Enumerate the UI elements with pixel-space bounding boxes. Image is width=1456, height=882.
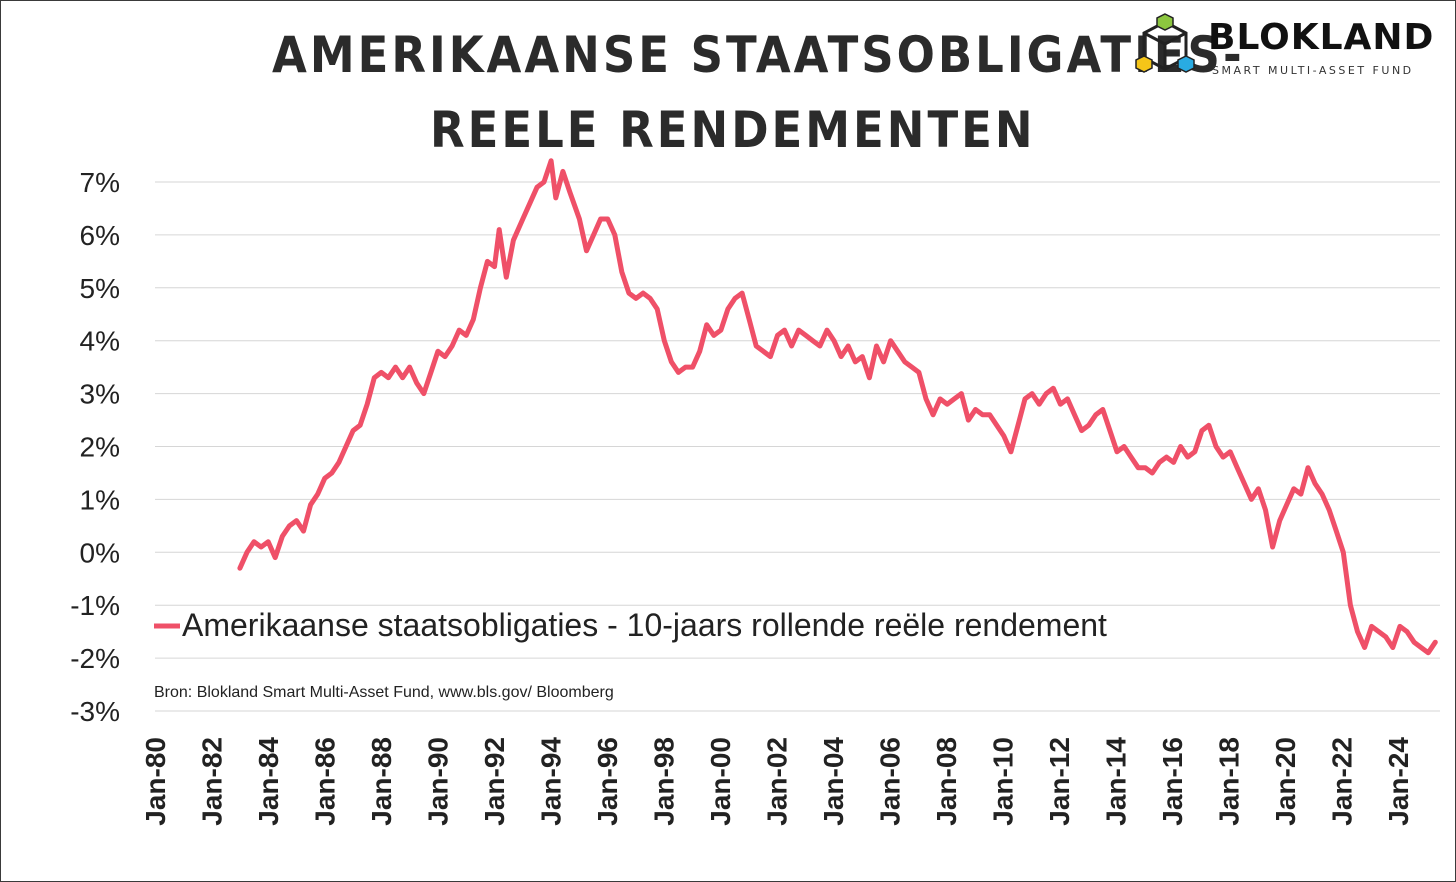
y-axis-ticks: 7% 6% 5% 4% 3% 2% 1% 0% -1% -2% -3% — [70, 167, 120, 727]
y-tick-label: 6% — [80, 220, 120, 251]
y-tick-label: 0% — [80, 537, 120, 568]
x-tick-label: Jan-84 — [253, 737, 284, 826]
x-tick-label: Jan-96 — [592, 737, 623, 826]
x-tick-label: Jan-22 — [1327, 737, 1358, 826]
y-tick-label: 1% — [80, 484, 120, 515]
x-tick-label: Jan-16 — [1157, 737, 1188, 826]
logo-tagline: SMART MULTI-ASSET FUND — [1212, 64, 1414, 77]
y-tick-label: -2% — [70, 643, 120, 674]
x-tick-label: Jan-92 — [479, 737, 510, 826]
x-tick-label: Jan-08 — [931, 737, 962, 826]
x-tick-label: Jan-10 — [988, 737, 1019, 826]
x-tick-label: Jan-04 — [818, 737, 849, 826]
x-tick-label: Jan-12 — [1044, 737, 1075, 826]
chart-title-line-2: REELE RENDEMENTEN — [430, 101, 1036, 159]
x-tick-label: Jan-02 — [762, 737, 793, 826]
series-line-real-yield — [237, 158, 1438, 656]
x-tick-label: Jan-14 — [1101, 737, 1132, 826]
x-tick-label: Jan-86 — [310, 737, 341, 826]
y-tick-label: 3% — [80, 379, 120, 410]
y-tick-label: 7% — [80, 167, 120, 198]
x-axis-ticks: Jan-80 Jan-82 Jan-84 Jan-86 Jan-88 Jan-90 Jan-… — [140, 737, 1414, 826]
blokland-logo: BLOKLAND SMART MULTI-ASSET FUND — [1132, 12, 1442, 78]
y-tick-label: -3% — [70, 696, 120, 727]
cube-logo-icon — [1135, 13, 1195, 73]
x-tick-label: Jan-24 — [1383, 737, 1414, 826]
source-note: Bron: Blokland Smart Multi-Asset Fund, w… — [154, 684, 614, 701]
x-tick-label: Jan-00 — [705, 737, 736, 826]
legend-label: Amerikaanse staatsobligaties - 10-jaars … — [182, 607, 1107, 643]
y-tick-label: 4% — [80, 326, 120, 357]
x-tick-label: Jan-18 — [1214, 737, 1245, 826]
x-tick-label: Jan-80 — [140, 737, 171, 826]
y-tick-label: -1% — [70, 590, 120, 621]
x-tick-label: Jan-88 — [366, 737, 397, 826]
x-tick-label: Jan-94 — [536, 737, 567, 826]
x-tick-label: Jan-98 — [649, 737, 680, 826]
y-tick-label: 2% — [80, 432, 120, 463]
x-tick-label: Jan-90 — [423, 737, 454, 826]
x-tick-label: Jan-06 — [875, 737, 906, 826]
y-tick-label: 5% — [80, 273, 120, 304]
x-tick-label: Jan-20 — [1270, 737, 1301, 826]
legend: Amerikaanse staatsobligaties - 10-jaars … — [154, 607, 1107, 643]
grid-lines — [155, 181, 1440, 712]
x-tick-label: Jan-82 — [197, 737, 228, 826]
logo-wordmark: BLOKLAND — [1208, 17, 1435, 58]
chart-title-line-1: AMERIKAANSE STAATSOBLIGATIES- — [272, 26, 1245, 84]
